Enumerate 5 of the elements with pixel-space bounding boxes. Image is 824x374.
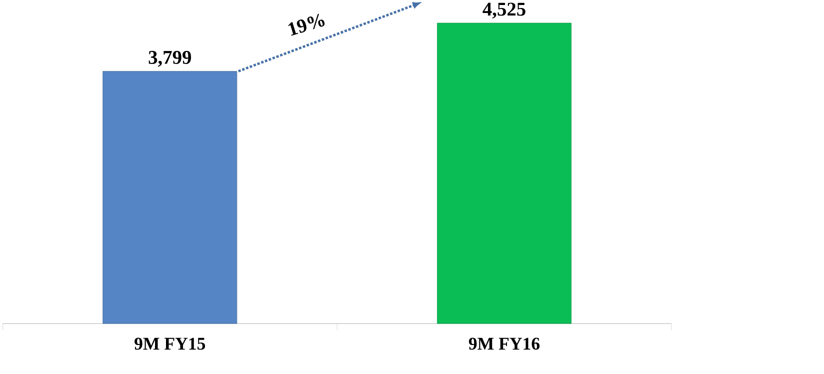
x-tick-label: 9M FY16	[468, 338, 540, 350]
x-tick-label: 9M FY15	[134, 338, 206, 350]
annotation: 19%	[288, 14, 325, 36]
data-label: 4,525	[482, 2, 526, 19]
data-label: 3,799	[148, 50, 192, 67]
